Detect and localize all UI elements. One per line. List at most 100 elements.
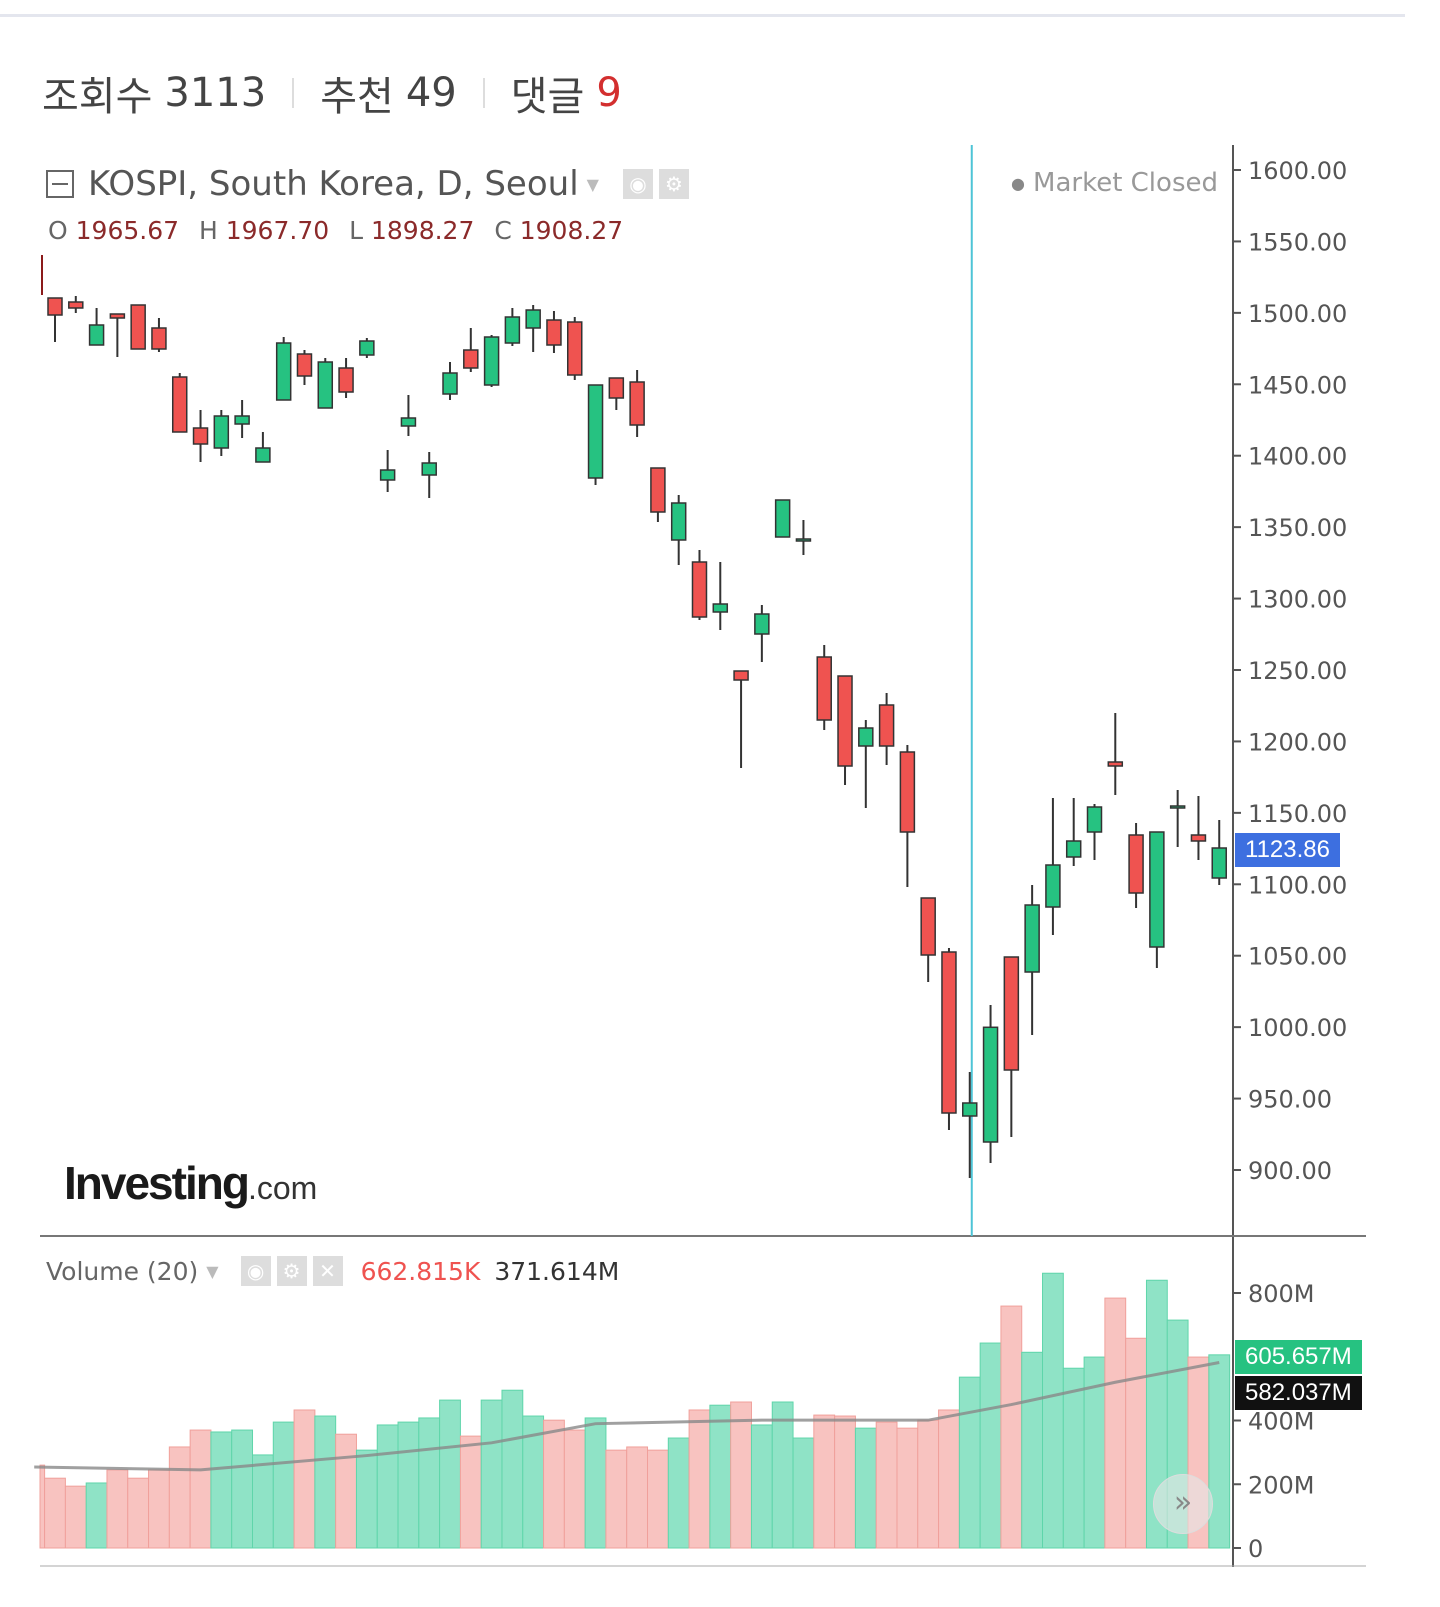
candle-up [858,727,874,747]
last-price-tag: 1123.86 [1235,833,1340,867]
volume-legend: Volume (20) ▼ ◉ ⚙ ✕ 662.815K 371.614M [46,1256,619,1286]
chevron-down-icon[interactable]: ▼ [206,1261,219,1281]
high-label: H [198,216,218,245]
candle-up [379,469,396,481]
volume-bar [563,1429,586,1549]
candle-down [151,327,167,350]
investing-logo: Investing.com [64,1157,318,1209]
volume-bar [709,1404,732,1549]
volume-bar [168,1446,191,1549]
volume-bar [127,1477,150,1549]
price-tick-label: 1100.00 [1248,871,1347,899]
candle-up [275,342,292,401]
chevron-down-icon[interactable]: ▼ [586,174,599,194]
candle-down [546,319,562,346]
candle-down [878,704,895,747]
close-icon[interactable]: ✕ [312,1256,343,1286]
gear-icon[interactable]: ⚙ [276,1256,307,1286]
candle-up [1045,864,1061,908]
volume-bar [501,1389,524,1549]
volume-bar [189,1429,212,1549]
price-tick-label: 1350.00 [1248,514,1347,542]
candle-up [442,372,458,395]
candle-up [234,415,250,425]
volume-bar [896,1427,919,1549]
volume-title[interactable]: Volume (20) [46,1256,199,1286]
price-tick-label: 1500.00 [1248,300,1347,328]
comments-count[interactable]: 9 [596,70,622,116]
candle-up [359,340,375,356]
volume-ma-value: 371.614M [494,1256,620,1286]
divider [482,78,485,108]
candle-up [317,361,334,409]
candle-up [421,462,437,476]
candle-up [1086,806,1103,833]
candle-down [837,675,853,767]
candle-up [982,1026,999,1143]
candle-up [483,336,500,386]
price-tick-label: 1600.00 [1248,157,1347,185]
volume-tag: 605.657M [1235,1340,1362,1374]
volume-bar [148,1469,170,1549]
volume-bar [1021,1351,1044,1549]
volume-bar [917,1419,940,1549]
candle-up [712,603,729,613]
high-value: 1967.70 [225,216,330,245]
top-divider [0,14,1405,17]
close-value: 1908.27 [519,216,624,245]
candle-down [1190,834,1207,842]
price-tick-label: 1250.00 [1248,657,1347,685]
views-count: 3113 [164,70,267,116]
volume-bar [376,1424,399,1549]
volume-bar [64,1485,87,1549]
price-tick-label: 1300.00 [1248,586,1347,614]
candle-down [296,353,313,377]
candle-up [962,1102,978,1117]
comments-label[interactable]: 댓글 [510,74,585,120]
volume-bar [1042,1272,1064,1549]
volume-bar [231,1429,254,1549]
volume-bar [1000,1305,1023,1549]
volume-bar [854,1427,877,1549]
volume-bar [750,1424,773,1549]
candle-down [1003,956,1020,1071]
price-tick-label: 1450.00 [1248,371,1347,399]
volume-bar [792,1437,815,1549]
collapse-icon[interactable] [46,170,74,198]
candle-up [754,613,770,635]
candle-up [1065,840,1082,858]
low-value: 1898.27 [370,216,475,245]
likes-count: 49 [405,70,457,116]
volume-bar [771,1401,794,1549]
scroll-to-latest-button[interactable]: » [1153,1474,1213,1534]
volume-bar [459,1435,482,1549]
eye-icon[interactable]: ◉ [240,1256,271,1286]
chart-legend: KOSPI, South Korea, D, Seoul ▼ ◉ ⚙ [46,164,689,204]
likes-label: 추천 [320,74,394,120]
volume-bar [543,1419,565,1549]
volume-bar [210,1431,233,1549]
price-tick-label: 1400.00 [1248,443,1347,471]
eye-icon[interactable]: ◉ [622,169,653,199]
volume-bar [1062,1367,1085,1549]
symbol-title[interactable]: KOSPI, South Korea, D, Seoul [88,164,579,204]
gear-icon[interactable]: ⚙ [658,169,689,199]
volume-bar [39,1464,46,1549]
volume-bar [439,1399,461,1549]
volume-bar [480,1399,503,1549]
candle-up [774,499,791,538]
volume-bar [1104,1297,1127,1549]
volume-ma-tag: 582.037M [1235,1376,1362,1410]
candle-down [691,561,708,618]
price-tick-label: 900.00 [1248,1157,1332,1185]
candle-down [629,381,645,426]
volume-bar [85,1482,108,1549]
post-stats: 조회수 3113 추천 49 댓글 9 [42,64,622,122]
volume-bar [938,1409,960,1549]
candle-down [463,349,479,369]
volume-ma-line [34,1361,1220,1472]
candle-up [525,309,541,329]
volume-bar [44,1477,66,1549]
volume-bar [647,1449,669,1549]
